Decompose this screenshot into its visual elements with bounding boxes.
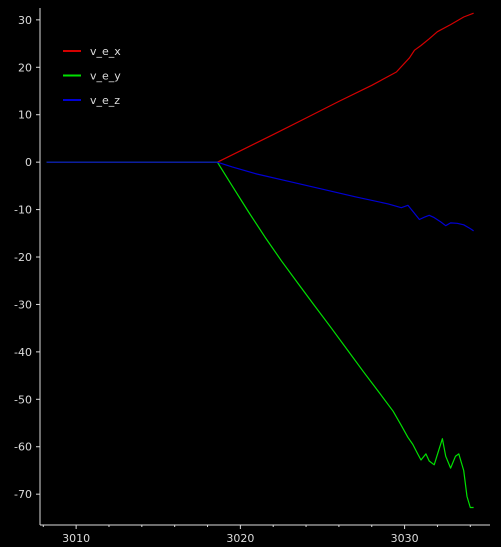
series-line-v-e-z: [46, 161, 474, 232]
y-tick-label: 30: [18, 14, 32, 27]
y-tick-label: -10: [14, 204, 32, 217]
y-tick-label: 0: [25, 156, 32, 169]
series-line-v-e-x: [46, 12, 474, 163]
x-tick-label: 3010: [62, 532, 90, 545]
y-tick-label: -40: [14, 346, 32, 359]
y-tick-label: -70: [14, 488, 32, 501]
y-tick-label: -30: [14, 298, 32, 311]
y-tick-label: -60: [14, 441, 32, 454]
y-tick-label: 10: [18, 109, 32, 122]
y-tick-label: 20: [18, 61, 32, 74]
legend: v_e_x v_e_y v_e_z: [63, 45, 121, 107]
x-tick-label: 3030: [391, 532, 419, 545]
y-tick-label: -20: [14, 251, 32, 264]
legend-label: v_e_x: [90, 45, 121, 58]
legend-label: v_e_y: [90, 70, 121, 83]
series-layer: [46, 12, 474, 509]
legend-label: v_e_z: [90, 94, 120, 107]
y-tick-label: -50: [14, 393, 32, 406]
x-tick-label: 3020: [226, 532, 254, 545]
series-line-v-e-y: [46, 161, 474, 509]
